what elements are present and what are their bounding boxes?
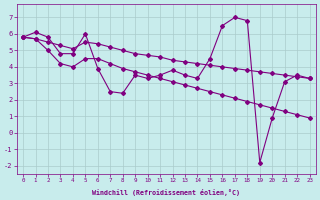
X-axis label: Windchill (Refroidissement éolien,°C): Windchill (Refroidissement éolien,°C)	[92, 189, 240, 196]
